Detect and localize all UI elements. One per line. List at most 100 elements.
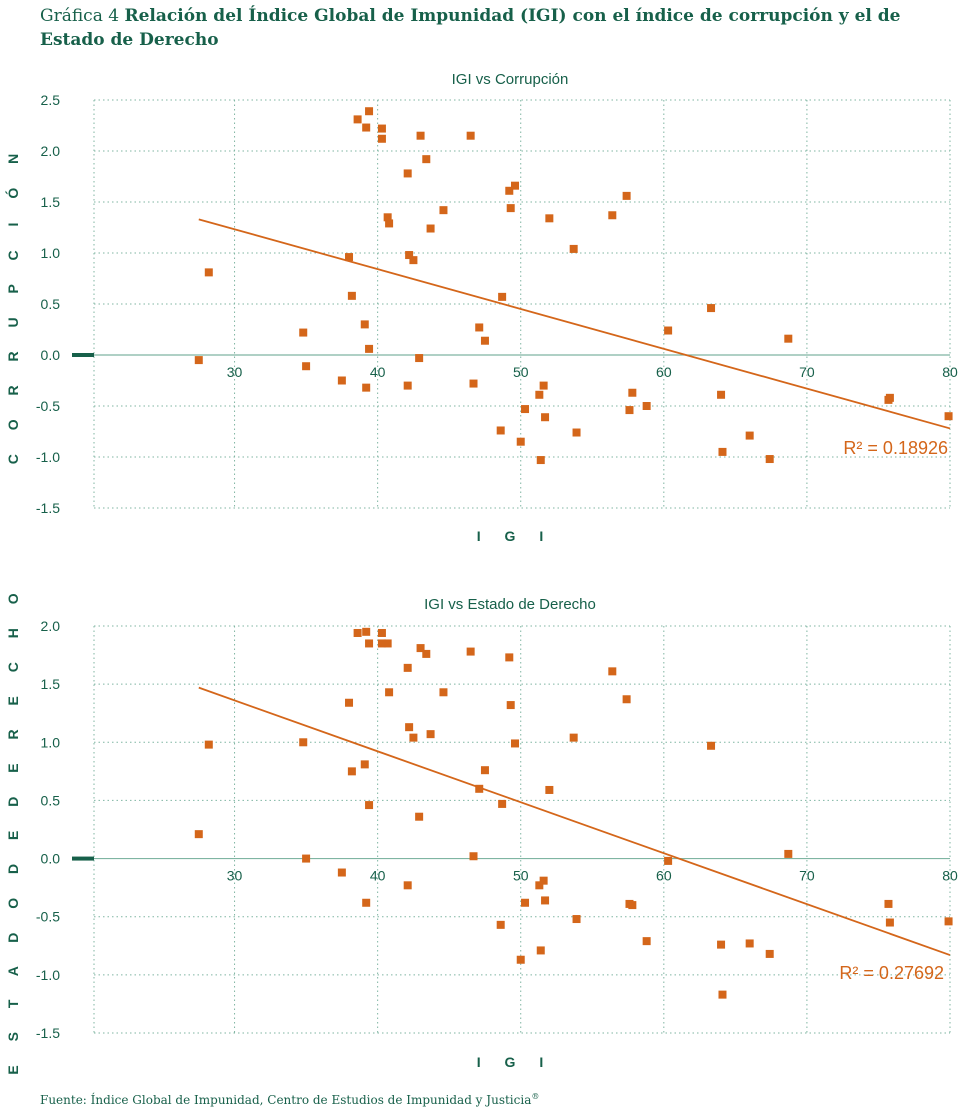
data-point xyxy=(469,852,478,861)
data-point xyxy=(403,169,412,178)
data-point xyxy=(365,639,374,648)
data-point xyxy=(403,663,412,672)
y-tick-label: 0.0 xyxy=(41,347,61,363)
data-point xyxy=(362,898,371,907)
data-point xyxy=(469,379,478,388)
x-tick-label: 40 xyxy=(370,364,386,380)
data-point xyxy=(416,644,425,653)
y-tick-label: 0.0 xyxy=(41,851,61,867)
data-point xyxy=(365,107,374,116)
data-point xyxy=(516,955,525,964)
data-point xyxy=(884,899,893,908)
corruption-chart: IGI vs Corrupción 2.5 2.0 1.5 1.0 0.5 0.0 -0.5 -… xyxy=(4,71,958,544)
data-point xyxy=(377,124,386,133)
y-tick-label: 1.5 xyxy=(41,194,61,210)
data-point xyxy=(475,323,484,332)
r-squared-label: R² = 0.27692 xyxy=(839,963,944,983)
data-point xyxy=(569,244,578,253)
data-point xyxy=(337,376,346,385)
data-point xyxy=(717,940,726,949)
data-point xyxy=(377,628,386,637)
data-point xyxy=(345,253,354,262)
x-tick-label: 30 xyxy=(227,364,243,380)
data-point xyxy=(572,915,581,924)
data-point xyxy=(642,402,651,410)
data-point xyxy=(362,627,371,636)
y-tick-label: 1.0 xyxy=(41,734,61,750)
trendline xyxy=(198,218,951,430)
x-tick-label: 30 xyxy=(227,868,243,884)
source-note: Fuente: Índice Global de Impunidad, Cent… xyxy=(40,1092,539,1107)
data-point xyxy=(385,688,394,697)
y-tick-label: -1.5 xyxy=(36,1025,60,1041)
x-axis-title: I G I xyxy=(477,528,553,544)
zero-marker xyxy=(72,353,94,357)
chart-title: IGI vs Estado de Derecho xyxy=(424,596,596,613)
data-point xyxy=(535,390,544,399)
data-point xyxy=(353,115,362,124)
x-tick-label: 60 xyxy=(656,364,672,380)
data-point xyxy=(415,354,424,363)
x-tick-label: 50 xyxy=(513,868,529,884)
zero-marker xyxy=(72,856,94,861)
data-point xyxy=(944,412,953,421)
data-point xyxy=(403,881,412,890)
data-point xyxy=(608,667,617,676)
x-tick-label: 50 xyxy=(513,364,529,380)
data-point xyxy=(347,767,356,776)
data-point xyxy=(360,320,369,329)
data-point xyxy=(422,155,431,164)
y-tick-label: 1.5 xyxy=(41,676,61,692)
figure-title: Gráfica 4 Relación del Índice Global de … xyxy=(40,4,940,52)
data-point xyxy=(480,766,489,775)
data-point xyxy=(439,206,448,215)
data-point xyxy=(383,639,392,648)
x-axis-title: I G I xyxy=(477,1054,553,1070)
data-point xyxy=(521,898,530,907)
y-tick-label: 0.5 xyxy=(41,792,61,808)
y-axis-title: C O R R U P C I Ó N xyxy=(4,144,21,464)
data-point xyxy=(718,990,727,999)
data-point xyxy=(572,428,581,437)
data-point xyxy=(511,181,520,190)
data-point xyxy=(885,393,894,402)
data-point xyxy=(536,456,545,465)
data-point xyxy=(539,876,548,885)
data-point xyxy=(664,326,673,335)
data-point xyxy=(496,920,505,929)
trendline xyxy=(198,686,951,956)
data-point xyxy=(377,134,386,143)
x-tick-label: 80 xyxy=(942,364,958,380)
data-point xyxy=(360,760,369,769)
data-point xyxy=(426,224,435,233)
figure-heading: Relación del Índice Global de Impunidad … xyxy=(40,6,901,50)
data-point xyxy=(944,917,953,926)
y-axis-title: E S T A D O D E D E R E C H O xyxy=(5,585,21,1075)
r-squared-label: R² = 0.18926 xyxy=(843,438,948,458)
data-point xyxy=(625,406,634,415)
data-point xyxy=(475,784,484,793)
data-point xyxy=(505,653,514,662)
data-point xyxy=(409,733,418,742)
data-point xyxy=(569,733,578,742)
data-point xyxy=(784,849,793,858)
data-point xyxy=(204,740,213,749)
registered-mark: ® xyxy=(531,1092,540,1101)
data-point xyxy=(707,304,716,313)
y-tick-label: -1.0 xyxy=(36,449,60,465)
data-point xyxy=(608,211,617,220)
data-point xyxy=(718,447,727,456)
data-point xyxy=(415,812,424,821)
data-point xyxy=(345,698,354,707)
data-point xyxy=(498,799,507,808)
data-point xyxy=(377,639,386,648)
data-point xyxy=(496,426,505,435)
data-point xyxy=(765,455,774,464)
x-tick-label: 40 xyxy=(370,868,386,884)
y-tick-label: 1.0 xyxy=(41,245,61,261)
y-tick-label: 2.0 xyxy=(41,143,61,159)
data-point xyxy=(628,388,637,397)
data-point xyxy=(717,390,726,399)
data-point xyxy=(362,383,371,392)
data-point xyxy=(539,381,548,390)
